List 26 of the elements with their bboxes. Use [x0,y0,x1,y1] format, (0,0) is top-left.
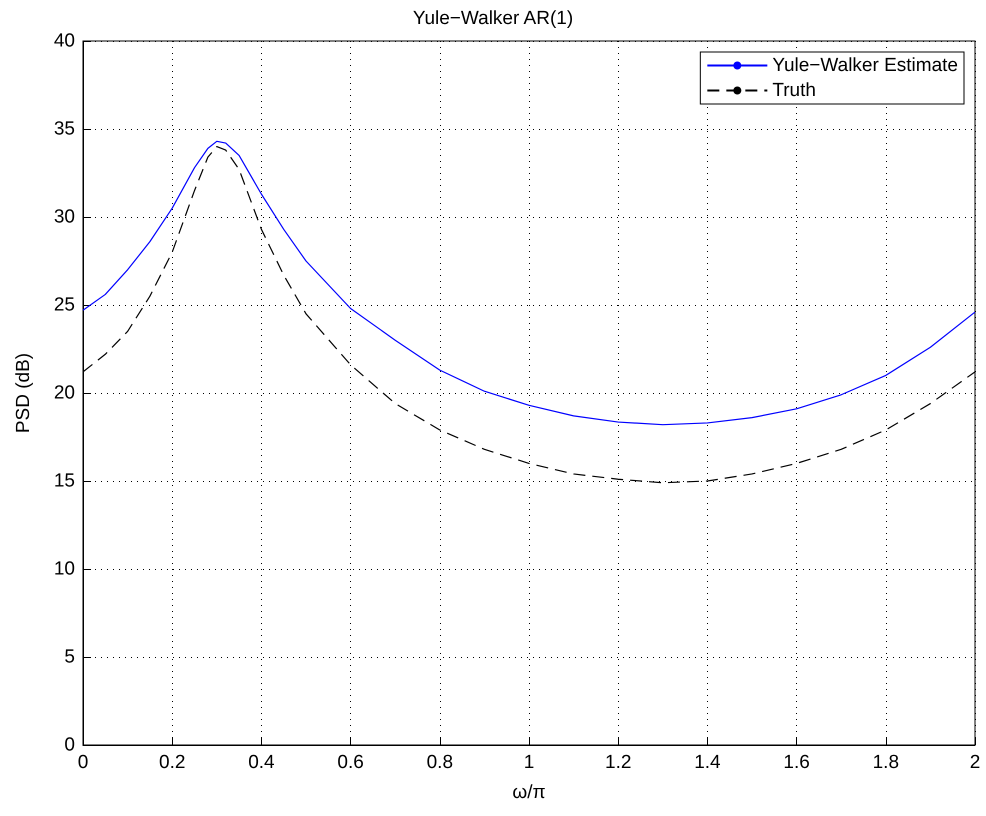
y-axis-title: PSD (dB) [13,352,34,434]
y-tick-label: 30 [54,206,75,228]
x-tick-label: 0.8 [426,752,454,773]
line-series [82,140,976,426]
y-tick-label: 35 [54,118,75,140]
y-tick-label: 25 [54,294,75,316]
legend-label: Truth [772,80,816,101]
x-axis-title: ω/π [512,782,546,803]
y-tick-label: 20 [54,382,75,404]
x-tick-label: 1.2 [604,752,632,773]
x-tick-label: 1.6 [783,752,810,773]
x-tick-label: 1.4 [694,752,722,773]
x-tick-label: 0.6 [337,752,364,773]
x-tick-label: 0.2 [158,752,186,773]
x-tick-label: 1.8 [872,752,900,773]
y-tick-label: 5 [64,646,75,668]
x-tick-label: 2 [970,752,980,773]
y-tick-label: 10 [54,558,75,580]
x-tick-label: 0.4 [248,752,276,773]
chart-title: Yule−Walker AR(1) [412,8,574,29]
x-tick-label: 1 [524,752,534,773]
legend-label: Yule−Walker Estimate [772,55,958,76]
y-tick-label: 15 [54,470,75,492]
y-tick-label: 0 [64,734,75,756]
y-tick-label: 40 [54,30,75,52]
x-tick-label: 0 [78,752,88,773]
